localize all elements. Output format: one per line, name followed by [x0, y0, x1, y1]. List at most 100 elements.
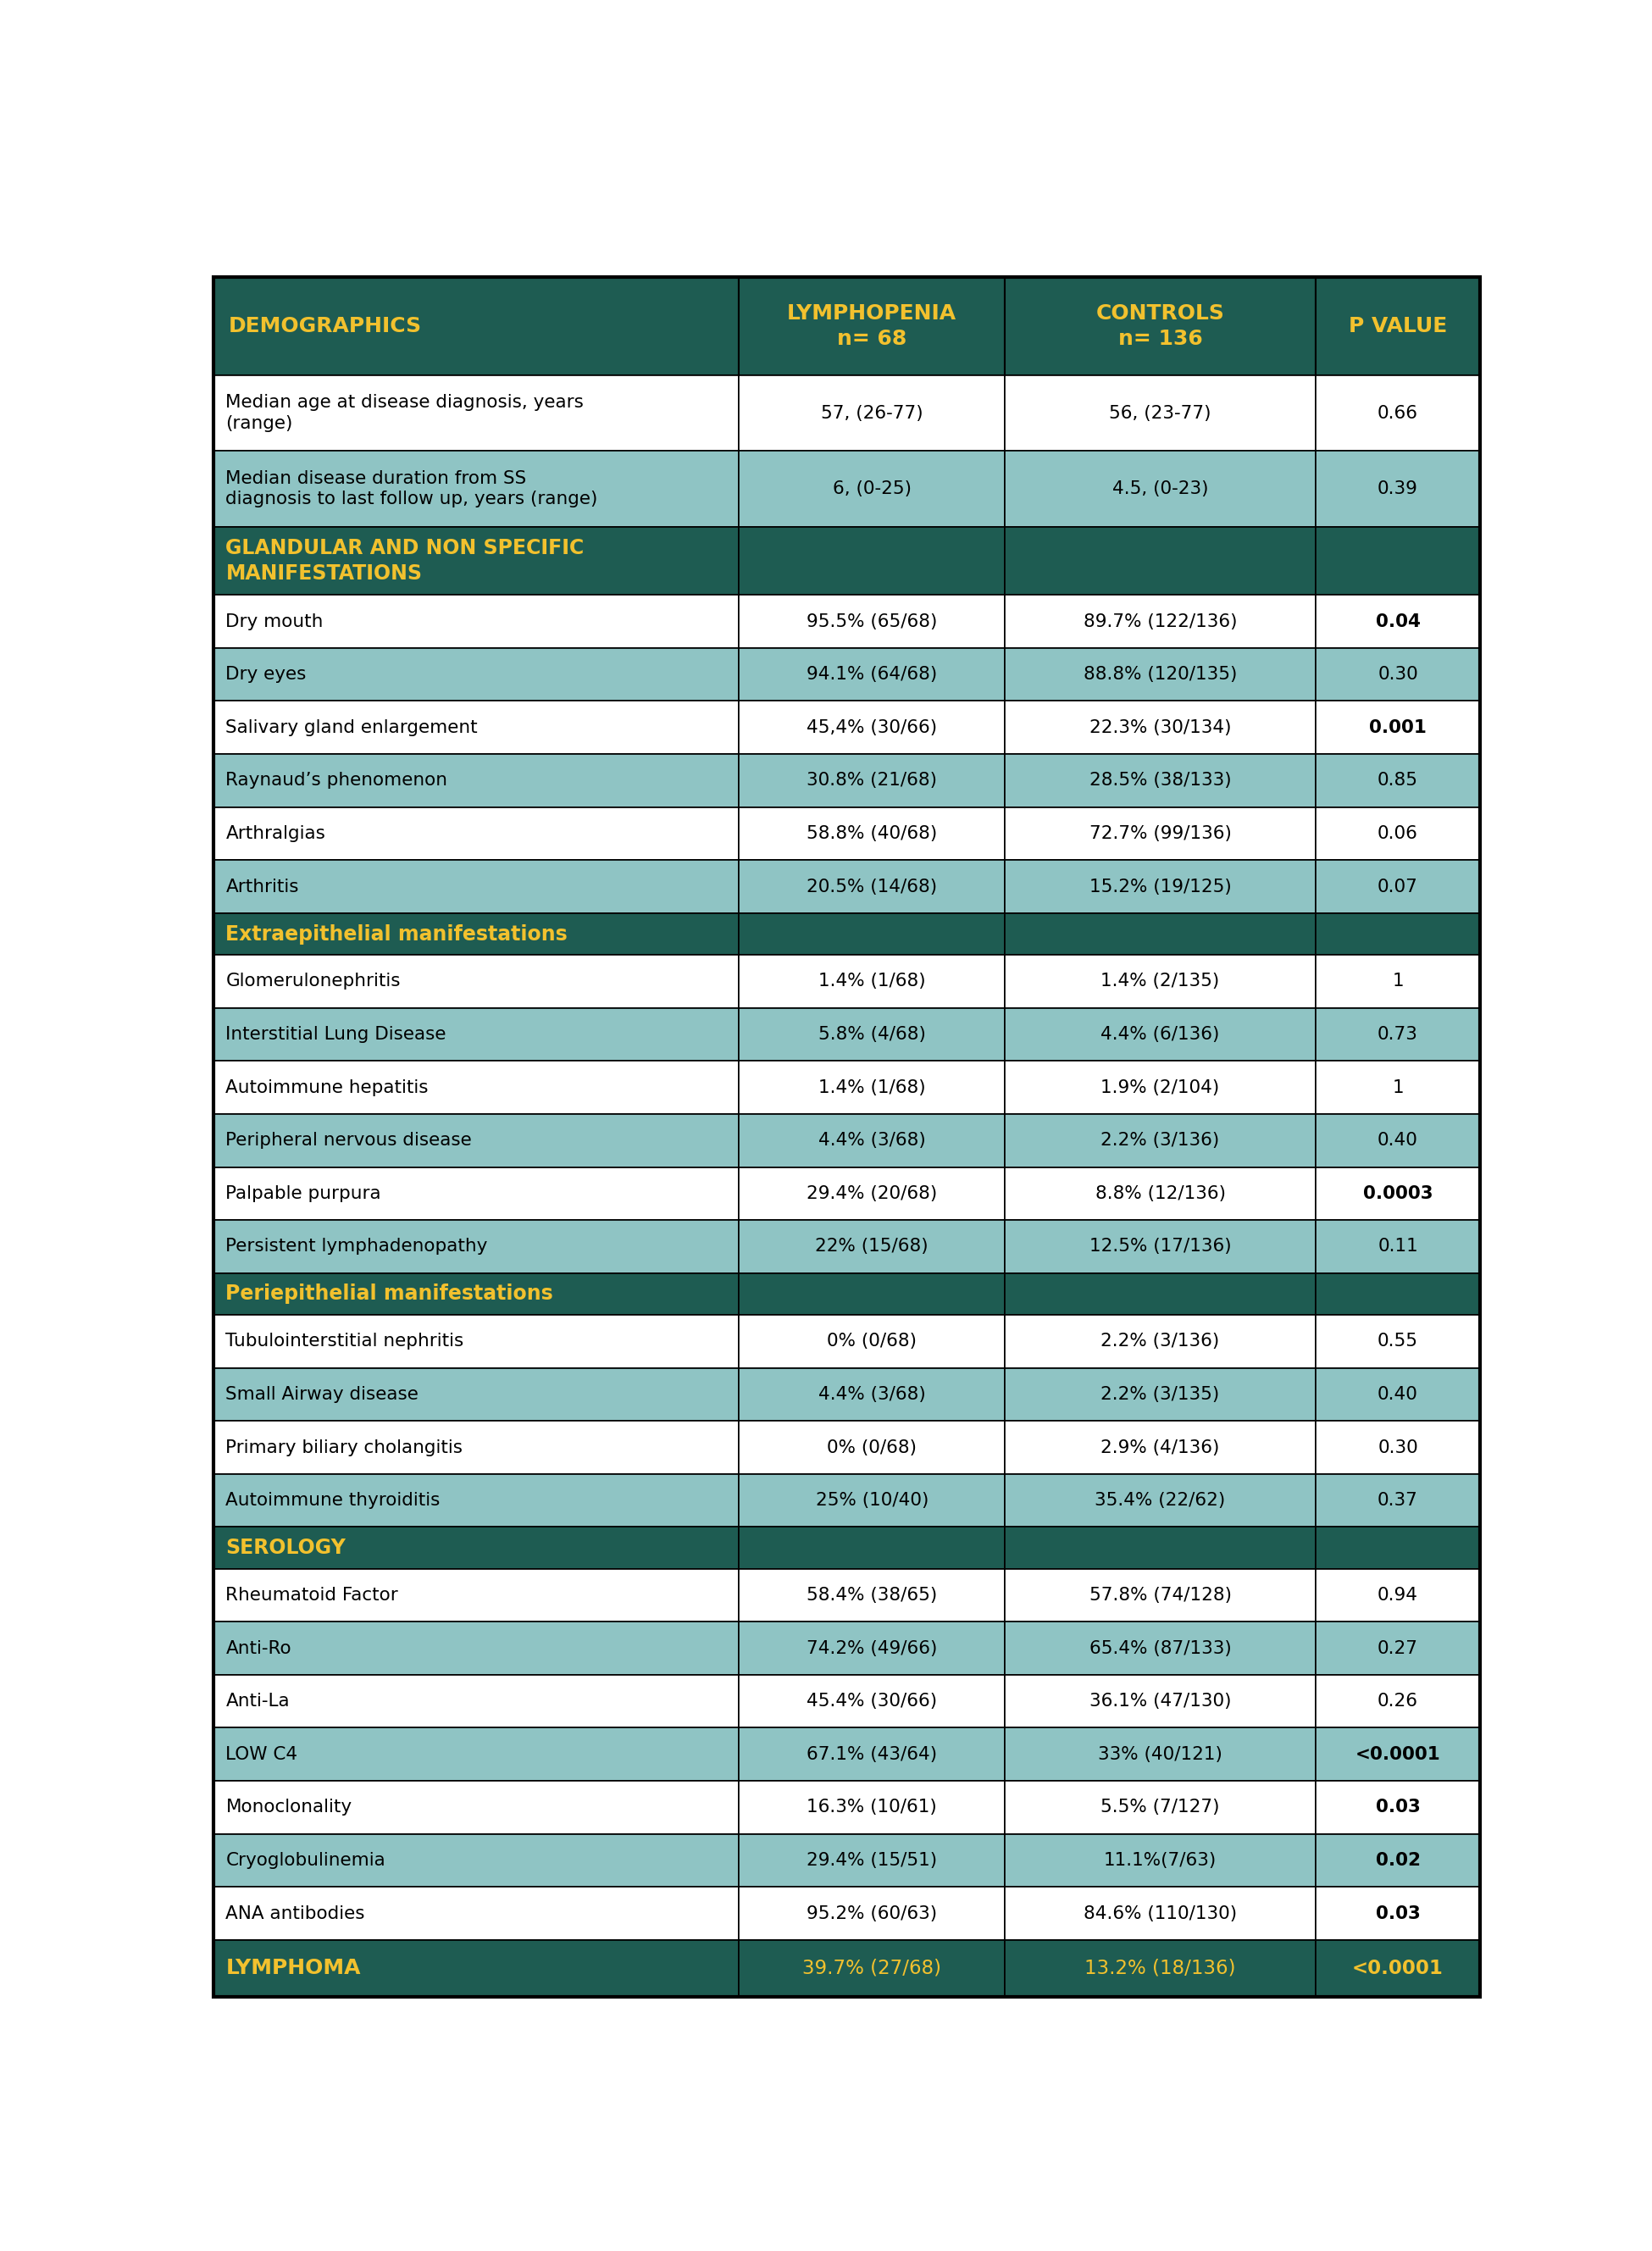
- Text: Anti-La: Anti-La: [226, 1693, 289, 1711]
- Text: 0% (0/68): 0% (0/68): [828, 1438, 917, 1456]
- Text: 72.7% (99/136): 72.7% (99/136): [1089, 826, 1231, 842]
- Text: 11.1%(7/63): 11.1%(7/63): [1104, 1853, 1218, 1868]
- Bar: [738, 1166, 1004, 1220]
- Text: 0.11: 0.11: [1378, 1238, 1417, 1256]
- Text: 0.03: 0.03: [1376, 1799, 1421, 1817]
- Bar: [1004, 1621, 1315, 1675]
- Text: 45,4% (30/66): 45,4% (30/66): [806, 718, 937, 736]
- Text: Rheumatoid Factor: Rheumatoid Factor: [226, 1587, 398, 1603]
- Bar: [213, 648, 1480, 700]
- Text: 57, (26-77): 57, (26-77): [821, 405, 923, 421]
- Bar: [1004, 954, 1315, 1008]
- Bar: [1315, 1835, 1480, 1886]
- Bar: [213, 1166, 738, 1220]
- Text: Persistent lymphadenopathy: Persistent lymphadenopathy: [226, 1238, 487, 1256]
- Text: 36.1% (47/130): 36.1% (47/130): [1089, 1693, 1231, 1711]
- Text: 58.8% (40/68): 58.8% (40/68): [806, 826, 937, 842]
- Bar: [1315, 594, 1480, 648]
- Bar: [738, 914, 1004, 954]
- Bar: [1315, 1420, 1480, 1474]
- Text: 1: 1: [1393, 1078, 1404, 1096]
- Text: Raynaud’s phenomenon: Raynaud’s phenomenon: [226, 772, 448, 790]
- Bar: [1004, 277, 1315, 376]
- Text: 88.8% (120/135): 88.8% (120/135): [1084, 666, 1237, 682]
- Text: 56, (23-77): 56, (23-77): [1108, 405, 1211, 421]
- Text: 16.3% (10/61): 16.3% (10/61): [806, 1799, 937, 1817]
- Bar: [213, 1621, 1480, 1675]
- Bar: [738, 277, 1004, 376]
- Bar: [738, 1114, 1004, 1166]
- Text: 0% (0/68): 0% (0/68): [828, 1333, 917, 1351]
- Bar: [1315, 1621, 1480, 1675]
- Text: 45.4% (30/66): 45.4% (30/66): [806, 1693, 937, 1711]
- Bar: [738, 700, 1004, 754]
- Bar: [213, 1781, 1480, 1835]
- Bar: [1004, 1420, 1315, 1474]
- Text: 84.6% (110/130): 84.6% (110/130): [1084, 1904, 1237, 1922]
- Text: 0.26: 0.26: [1378, 1693, 1417, 1711]
- Bar: [1004, 1886, 1315, 1940]
- Bar: [213, 1675, 738, 1729]
- Text: 0.02: 0.02: [1376, 1853, 1421, 1868]
- Text: 0.39: 0.39: [1378, 479, 1417, 497]
- Bar: [213, 1114, 738, 1166]
- Bar: [1315, 914, 1480, 954]
- Bar: [1004, 1060, 1315, 1114]
- Bar: [1004, 1166, 1315, 1220]
- Text: Autoimmune thyroiditis: Autoimmune thyroiditis: [226, 1492, 441, 1508]
- Bar: [213, 1569, 738, 1621]
- Bar: [213, 1166, 1480, 1220]
- Bar: [738, 1621, 1004, 1675]
- Text: 0.001: 0.001: [1370, 718, 1427, 736]
- Bar: [1315, 1569, 1480, 1621]
- Text: LYMPHOMA: LYMPHOMA: [226, 1958, 360, 1979]
- Text: 57.8% (74/128): 57.8% (74/128): [1089, 1587, 1231, 1603]
- Bar: [213, 450, 1480, 527]
- Bar: [213, 1008, 1480, 1060]
- Bar: [1004, 376, 1315, 450]
- Bar: [1004, 527, 1315, 594]
- Text: 0.40: 0.40: [1378, 1387, 1417, 1402]
- Bar: [738, 648, 1004, 700]
- Text: 0.27: 0.27: [1378, 1639, 1417, 1657]
- Bar: [213, 527, 738, 594]
- Text: 35.4% (22/62): 35.4% (22/62): [1095, 1492, 1226, 1508]
- Bar: [1315, 1220, 1480, 1274]
- Bar: [738, 954, 1004, 1008]
- Text: 95.5% (65/68): 95.5% (65/68): [806, 612, 937, 630]
- Bar: [213, 700, 1480, 754]
- Text: 0.30: 0.30: [1378, 1438, 1417, 1456]
- Text: Anti-Ro: Anti-Ro: [226, 1639, 291, 1657]
- Bar: [213, 1526, 1480, 1569]
- Text: 0.03: 0.03: [1376, 1904, 1421, 1922]
- Bar: [1315, 1729, 1480, 1781]
- Bar: [738, 1729, 1004, 1781]
- Bar: [1315, 700, 1480, 754]
- Text: GLANDULAR AND NON SPECIFIC
MANIFESTATIONS: GLANDULAR AND NON SPECIFIC MANIFESTATION…: [226, 538, 585, 583]
- Bar: [213, 1220, 738, 1274]
- Bar: [1004, 1781, 1315, 1835]
- Text: 5.5% (7/127): 5.5% (7/127): [1100, 1799, 1219, 1817]
- Bar: [213, 700, 738, 754]
- Bar: [213, 1220, 1480, 1274]
- Bar: [213, 594, 1480, 648]
- Text: ANA antibodies: ANA antibodies: [226, 1904, 365, 1922]
- Bar: [213, 376, 738, 450]
- Bar: [213, 594, 738, 648]
- Text: 58.4% (38/65): 58.4% (38/65): [806, 1587, 937, 1603]
- Bar: [1315, 1526, 1480, 1569]
- Text: P VALUE: P VALUE: [1348, 315, 1447, 335]
- Text: 1.4% (1/68): 1.4% (1/68): [818, 972, 925, 990]
- Bar: [213, 1369, 1480, 1420]
- Text: 1.4% (2/135): 1.4% (2/135): [1100, 972, 1219, 990]
- Bar: [213, 1315, 1480, 1369]
- Text: Dry eyes: Dry eyes: [226, 666, 307, 682]
- Text: 20.5% (14/68): 20.5% (14/68): [806, 878, 937, 896]
- Text: Interstitial Lung Disease: Interstitial Lung Disease: [226, 1026, 446, 1042]
- Bar: [1315, 1675, 1480, 1729]
- Text: 67.1% (43/64): 67.1% (43/64): [806, 1747, 937, 1763]
- Bar: [213, 1114, 1480, 1166]
- Bar: [1315, 648, 1480, 700]
- Bar: [1004, 1940, 1315, 1997]
- Bar: [213, 376, 1480, 450]
